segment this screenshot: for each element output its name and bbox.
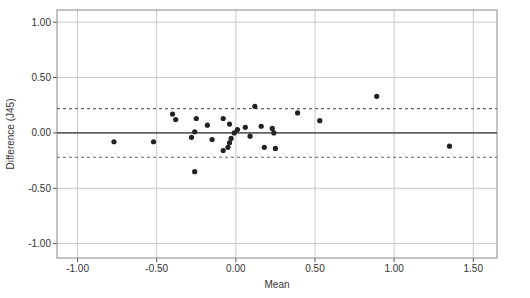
y-tick	[53, 77, 57, 78]
point	[374, 94, 379, 99]
point	[271, 130, 276, 135]
grid	[57, 10, 497, 258]
y-tick-label: -0.50	[28, 183, 51, 194]
point	[225, 145, 230, 150]
x-tick	[473, 258, 474, 262]
x-tick-label: 1.50	[464, 263, 484, 274]
x-grid-line	[77, 10, 78, 258]
x-tick	[314, 258, 315, 262]
y-axis-label: Difference (J45)	[5, 99, 16, 170]
x-tick	[235, 258, 236, 262]
y-grid-line	[57, 188, 497, 189]
point	[270, 126, 275, 131]
point	[273, 146, 278, 151]
point	[262, 145, 267, 150]
point	[247, 134, 252, 139]
y-tick	[53, 22, 57, 23]
y-tick-label: 1.00	[32, 17, 52, 28]
point	[173, 117, 178, 122]
point	[447, 144, 452, 149]
x-grid-line	[156, 10, 157, 258]
point	[111, 139, 116, 144]
x-tick	[156, 258, 157, 262]
x-axis-label: Mean	[264, 279, 289, 290]
x-grid-line	[314, 10, 315, 258]
y-tick	[53, 188, 57, 189]
point	[192, 129, 197, 134]
x-tick-label: -0.50	[145, 263, 168, 274]
background	[0, 0, 530, 298]
chart: -1.00 -0.50 0.00 0.50 1.00 1.50 -1.00 -0.50 0.00…	[0, 0, 530, 298]
plot-area	[57, 94, 497, 174]
point	[151, 139, 156, 144]
y-grid-line	[57, 243, 497, 244]
point	[221, 116, 226, 121]
limit-line	[57, 108, 497, 109]
y-tick	[53, 243, 57, 244]
x-tick-label: 0.00	[226, 263, 246, 274]
y-tick-label: -1.00	[28, 238, 51, 249]
x-tick	[394, 258, 395, 262]
point	[227, 121, 232, 126]
point	[221, 148, 226, 153]
point	[317, 118, 322, 123]
point	[227, 140, 232, 145]
point	[170, 111, 175, 116]
point	[243, 125, 248, 130]
x-tick	[77, 258, 78, 262]
y-tick-label: 0.50	[32, 72, 52, 83]
x-tick-label: 1.00	[384, 263, 404, 274]
y-grid-line	[57, 77, 497, 78]
mean-line	[57, 132, 497, 133]
x-tick-label: -1.00	[66, 263, 89, 274]
y-grid-line	[57, 132, 497, 133]
plot-frame	[57, 10, 497, 258]
point	[235, 127, 240, 132]
x-grid-line	[473, 10, 474, 258]
y-tick	[53, 132, 57, 133]
point	[194, 116, 199, 121]
y-tick-label: 0.00	[32, 127, 52, 138]
limit-line	[57, 157, 497, 158]
y-grid-line	[57, 22, 497, 23]
point	[259, 124, 264, 129]
point	[252, 104, 257, 109]
point	[210, 137, 215, 142]
point	[192, 169, 197, 174]
x-grid-line	[394, 10, 395, 258]
point	[229, 136, 234, 141]
point	[295, 110, 300, 115]
point	[189, 135, 194, 140]
x-tick-label: 0.50	[305, 263, 325, 274]
point	[205, 123, 210, 128]
